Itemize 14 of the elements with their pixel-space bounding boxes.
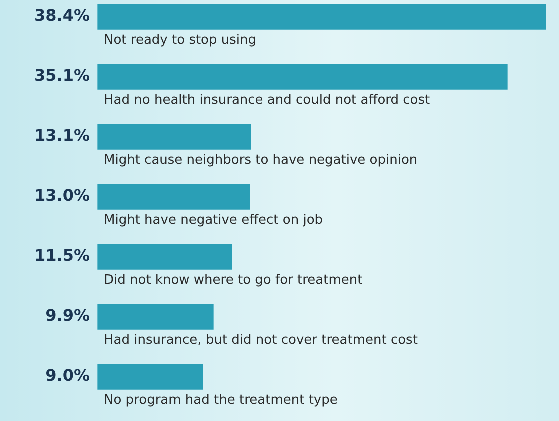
data-label: 9.9%	[46, 306, 90, 326]
y-tick-label: No program had the treatment type	[104, 392, 338, 408]
y-tick-label: Not ready to stop using	[104, 32, 257, 48]
data-label: 13.0%	[34, 186, 90, 206]
data-label: 13.1%	[34, 126, 90, 146]
data-label: 35.1%	[34, 66, 90, 86]
y-tick-label: Might cause neighbors to have negative opinion	[104, 152, 418, 168]
data-label: 38.4%	[34, 6, 90, 26]
data-label: 9.0%	[46, 366, 90, 386]
data-label: 11.5%	[34, 246, 90, 266]
y-tick-label: Did not know where to go for treatment	[104, 272, 363, 288]
y-tick-label: Had no health insurance and could not afford cost	[104, 92, 430, 108]
y-tick-label: Had insurance, but did not cover treatment cost	[104, 332, 418, 348]
y-tick-label: Might have negative effect on job	[104, 212, 324, 228]
